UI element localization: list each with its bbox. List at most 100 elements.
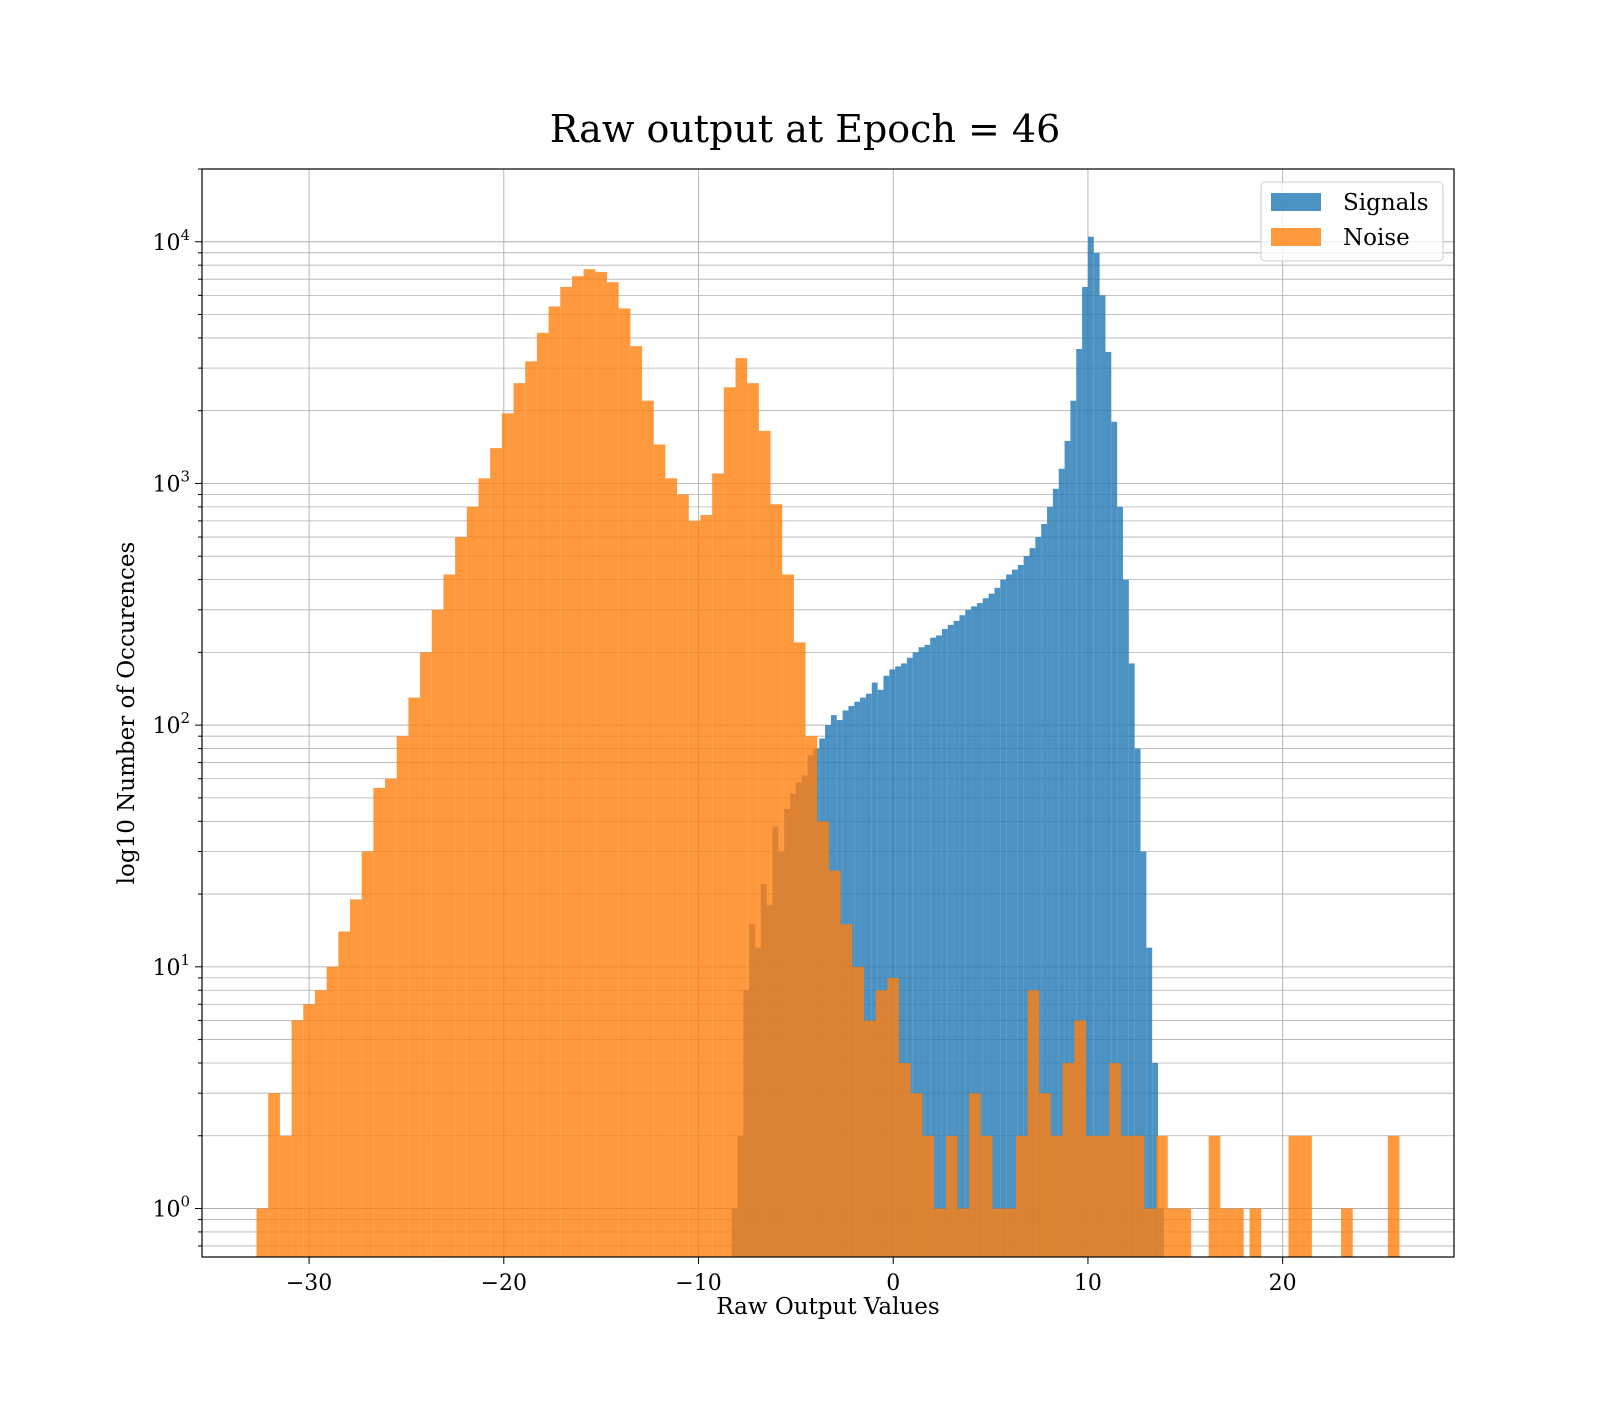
signals-bar bbox=[965, 609, 972, 1257]
noise-bar bbox=[899, 1062, 911, 1257]
noise-bar bbox=[525, 361, 537, 1257]
noise-bar bbox=[536, 332, 549, 1258]
noise-bar bbox=[583, 269, 596, 1257]
signals-bar bbox=[883, 675, 890, 1257]
noise-bar bbox=[700, 515, 713, 1257]
signals-bar bbox=[1017, 564, 1024, 1257]
noise-bar bbox=[1109, 1062, 1122, 1257]
signals-bar bbox=[1111, 421, 1118, 1257]
noise-bar bbox=[1144, 1208, 1157, 1257]
x-tick-label: −20 bbox=[481, 1271, 527, 1296]
noise-bar bbox=[408, 697, 421, 1257]
x-axis-label: Raw Output Values bbox=[716, 1294, 939, 1320]
noise-bar bbox=[455, 537, 467, 1257]
y-axis-label: log10 Number of Occurences bbox=[114, 542, 140, 885]
noise-bar bbox=[420, 652, 432, 1257]
noise-bar bbox=[770, 504, 783, 1257]
signals-bar bbox=[971, 606, 977, 1257]
noise-bar bbox=[361, 851, 374, 1257]
signals-bar bbox=[1093, 252, 1100, 1258]
noise-bar bbox=[1027, 990, 1040, 1257]
noise-bar bbox=[478, 478, 491, 1257]
x-tick-label: 10 bbox=[1074, 1271, 1102, 1296]
signals-bar bbox=[924, 644, 931, 1257]
signals-bar bbox=[1058, 468, 1065, 1257]
signals-bar bbox=[1146, 947, 1153, 1257]
noise-bar bbox=[887, 977, 900, 1257]
signals-bar bbox=[865, 693, 872, 1257]
noise-bar bbox=[945, 1135, 958, 1257]
noise-bar bbox=[1387, 1135, 1400, 1257]
noise-bar bbox=[969, 1093, 981, 1257]
signals-bar bbox=[918, 647, 925, 1257]
signals-bar bbox=[1105, 351, 1112, 1258]
signals-bar bbox=[1152, 1062, 1159, 1257]
noise-bar bbox=[1179, 1208, 1192, 1257]
signals-bar bbox=[912, 652, 919, 1257]
y-tick-label: 101 bbox=[152, 951, 190, 981]
noise-bar bbox=[303, 1004, 315, 1257]
noise-bar bbox=[665, 478, 678, 1257]
chart-title: Raw output at Epoch = 46 bbox=[550, 107, 1061, 151]
signals-bar bbox=[1012, 569, 1018, 1257]
noise-bar bbox=[1249, 1208, 1262, 1257]
noise-bar bbox=[1208, 1135, 1221, 1257]
noise-bar bbox=[571, 276, 584, 1257]
plot-frame bbox=[201, 168, 1455, 1258]
signals-bar bbox=[941, 628, 948, 1257]
noise-bar bbox=[653, 444, 666, 1257]
signals-bar bbox=[1023, 556, 1030, 1257]
noise-bar bbox=[1132, 1135, 1145, 1257]
noise-bar bbox=[548, 306, 561, 1257]
signals-bar bbox=[994, 587, 1001, 1257]
noise-bar bbox=[595, 271, 608, 1257]
noise-bar bbox=[326, 966, 339, 1257]
noise-bar bbox=[875, 990, 888, 1257]
noise-bar bbox=[513, 383, 526, 1257]
noise-bar bbox=[268, 1093, 280, 1257]
y-tick-label: 100 bbox=[152, 1193, 190, 1223]
noise-bar bbox=[992, 1208, 1005, 1257]
signals-bar bbox=[982, 598, 989, 1257]
noise-bar bbox=[782, 574, 794, 1257]
noise-bar bbox=[385, 778, 397, 1257]
noise-bar bbox=[279, 1135, 292, 1257]
noise-bar bbox=[630, 346, 643, 1257]
noise-bar bbox=[758, 430, 771, 1257]
noise-bar bbox=[793, 642, 806, 1257]
noise-bar bbox=[747, 383, 759, 1257]
signals-bar bbox=[1134, 748, 1141, 1257]
noise-bar bbox=[712, 473, 724, 1258]
signals-bar bbox=[988, 593, 995, 1257]
x-tick-label: 0 bbox=[886, 1271, 900, 1296]
signals-bar bbox=[1082, 286, 1088, 1258]
y-tick-label: 102 bbox=[152, 709, 190, 739]
bars bbox=[256, 236, 1400, 1258]
signals-bar bbox=[1140, 851, 1147, 1257]
noise-bar bbox=[817, 821, 829, 1257]
noise-bar bbox=[922, 1135, 935, 1257]
signals-bar bbox=[959, 615, 966, 1257]
noise-bar bbox=[501, 413, 514, 1257]
noise-bar bbox=[1341, 1208, 1353, 1257]
signals-bar bbox=[953, 620, 960, 1257]
signals-bar bbox=[1076, 348, 1083, 1258]
signals-bar bbox=[1041, 523, 1048, 1257]
signals-bar bbox=[1117, 506, 1123, 1257]
x-tick-label: −10 bbox=[675, 1271, 721, 1296]
signals-bar bbox=[1000, 579, 1007, 1257]
signals-bar bbox=[1122, 579, 1129, 1257]
noise-bar bbox=[1050, 1135, 1063, 1257]
legend-label-noise: Noise bbox=[1343, 225, 1410, 251]
y-tick-label: 103 bbox=[152, 467, 190, 497]
noise-bar bbox=[852, 966, 865, 1257]
noise-bar bbox=[1232, 1208, 1244, 1257]
noise-bar bbox=[490, 448, 502, 1257]
noise-bar bbox=[338, 931, 350, 1257]
noise-bar bbox=[349, 899, 362, 1257]
noise-bar bbox=[864, 1020, 876, 1257]
signals-bar bbox=[901, 663, 907, 1257]
signals-bar bbox=[947, 624, 954, 1257]
noise-bar bbox=[1074, 1020, 1086, 1257]
